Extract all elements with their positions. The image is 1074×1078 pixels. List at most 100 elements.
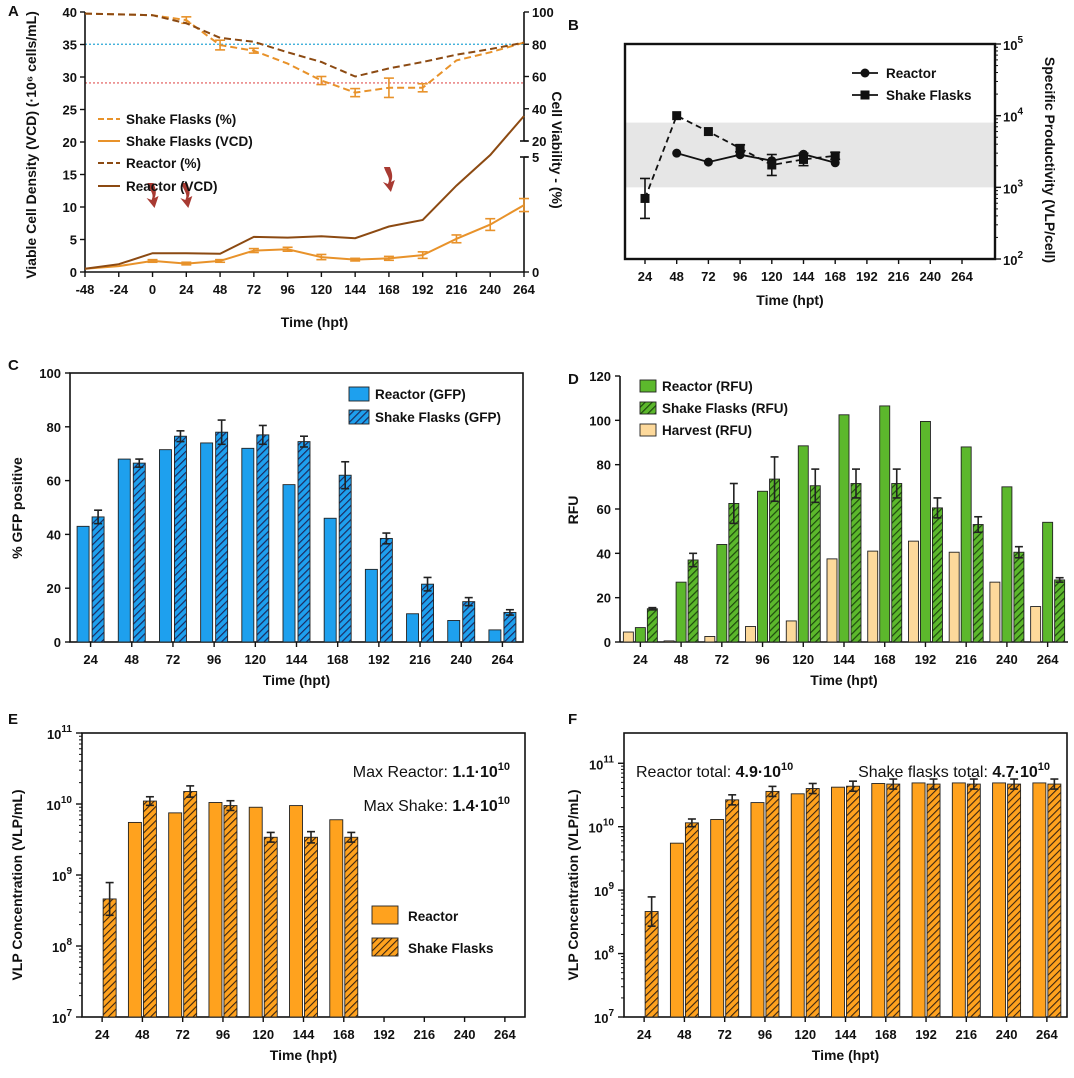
y2-axis-title: Specific Productivity (VLP/cell) xyxy=(1042,57,1058,263)
x-tick-label: 120 xyxy=(244,652,266,667)
legend-swatch xyxy=(371,937,399,957)
y-axis-title: VLP Concentration (VLP/mL) xyxy=(9,789,25,980)
x-tick-label: 144 xyxy=(344,282,366,297)
bar-shake-flasks-rfu- xyxy=(646,608,658,643)
legend-label: Reactor xyxy=(886,66,937,81)
legend-label: Reactor (GFP) xyxy=(375,387,466,402)
panel-label-b: B xyxy=(568,17,579,34)
bar-reactor-rfu- xyxy=(716,544,728,643)
x-tick-label: 168 xyxy=(327,652,349,667)
legend-swatch xyxy=(639,423,657,437)
y-tick-label: 109 xyxy=(52,866,72,884)
bar-shake-flasks-gfp- xyxy=(256,434,270,643)
x-tick-label: 72 xyxy=(247,282,261,297)
bar-shake-flasks-gfp- xyxy=(215,431,229,643)
legend-swatch xyxy=(639,379,657,393)
bar-shake-flasks xyxy=(846,785,860,1018)
data-point-shake-flasks xyxy=(830,151,840,161)
arrow-marker xyxy=(180,183,193,208)
bar-harvest-rfu- xyxy=(785,620,797,643)
bar-harvest-rfu- xyxy=(867,550,879,643)
x-tick-label: 168 xyxy=(333,1027,355,1042)
bar-shake-flasks-rfu- xyxy=(1013,551,1025,643)
data-point-reactor xyxy=(703,157,713,167)
x-tick-label: 192 xyxy=(856,269,878,284)
series-line-2 xyxy=(84,12,525,78)
panel-label-d: D xyxy=(568,371,579,388)
y-tick-label: 40 xyxy=(47,527,61,542)
legend-label: Reactor (%) xyxy=(126,156,201,171)
x-tick-label: 72 xyxy=(701,269,715,284)
bar-reactor-gfp- xyxy=(447,620,461,643)
bar-shake-flasks-gfp- xyxy=(462,601,476,643)
x-tick-label: 240 xyxy=(454,1027,476,1042)
x-tick-label: 72 xyxy=(166,652,180,667)
annotation-1: Max Shake: 1.4·1010 xyxy=(363,795,510,815)
y-tick-label: 0 xyxy=(70,265,77,280)
y-tick-label: 60 xyxy=(597,502,611,517)
legend-swatch xyxy=(639,401,657,415)
plot-frame xyxy=(623,42,997,261)
y-tick-label: 20 xyxy=(47,581,61,596)
x-axis-title: Time (hpt) xyxy=(812,1047,879,1063)
shaded-band xyxy=(625,122,995,188)
y-tick-label: 20 xyxy=(597,591,611,606)
y2-tick-label: 0 xyxy=(532,265,539,280)
y-tick-label: 30 xyxy=(63,70,77,85)
x-tick-label: 144 xyxy=(833,652,855,667)
x-tick-label: 0 xyxy=(149,282,156,297)
x-tick-label: 168 xyxy=(875,1027,897,1042)
x-tick-label: 240 xyxy=(996,1027,1018,1042)
x-tick-label: 144 xyxy=(286,652,308,667)
panel-label-f: F xyxy=(568,711,577,728)
x-tick-label: 96 xyxy=(755,652,769,667)
x-tick-label: 24 xyxy=(83,652,98,667)
x-tick-label: 24 xyxy=(637,1027,652,1042)
bar-reactor xyxy=(669,842,684,1018)
panel-f: 24 48 72 96 120 144 168 192 216 240 264 Time (hpt) 1… xyxy=(565,732,1068,1063)
x-tick-label: 72 xyxy=(717,1027,731,1042)
x-tick-label: 192 xyxy=(915,652,937,667)
x-tick-label: 24 xyxy=(633,652,648,667)
x-tick-label: 24 xyxy=(95,1027,110,1042)
bar-reactor-rfu- xyxy=(1042,521,1054,643)
bar-reactor-gfp- xyxy=(406,613,419,643)
bar-reactor xyxy=(951,782,966,1018)
bar-reactor-rfu- xyxy=(920,420,931,643)
x-tick-label: 192 xyxy=(412,282,434,297)
y2-tick-label: 20 xyxy=(532,134,546,149)
y-tick-label: 60 xyxy=(47,474,61,489)
bar-shake-flasks xyxy=(1007,783,1022,1018)
bar-shake-flasks-gfp- xyxy=(132,462,146,643)
bar-reactor xyxy=(208,802,223,1018)
bar-harvest-rfu- xyxy=(745,626,756,643)
x-tick-label: 240 xyxy=(996,652,1018,667)
y-tick-label: 105 xyxy=(1003,35,1023,53)
legend-label: Shake Flasks xyxy=(408,941,494,956)
bar-shake-flasks-rfu- xyxy=(1054,579,1066,643)
x-axis-title: Time (hpt) xyxy=(756,292,823,308)
series-line-3 xyxy=(84,115,525,270)
x-tick-label: 96 xyxy=(207,652,221,667)
x-tick-label: 72 xyxy=(715,652,729,667)
series-line-1 xyxy=(84,204,525,270)
x-tick-label: 120 xyxy=(252,1027,274,1042)
x-tick-label: 120 xyxy=(794,1027,816,1042)
panel-label-c: C xyxy=(8,357,19,374)
panel-label-a: A xyxy=(8,3,19,20)
bar-reactor-gfp- xyxy=(76,525,90,643)
x-tick-label: 48 xyxy=(135,1027,149,1042)
y-tick-label: 25 xyxy=(63,103,77,118)
y2-tick-label: 60 xyxy=(532,70,546,85)
bar-reactor-gfp- xyxy=(488,629,502,643)
x-tick-label: 48 xyxy=(125,652,139,667)
series-line-0 xyxy=(676,152,836,164)
x-tick-label: 216 xyxy=(409,652,431,667)
bar-shake-flasks xyxy=(644,911,659,1018)
bar-reactor xyxy=(750,802,765,1018)
bar-shake-flasks-gfp- xyxy=(338,474,352,643)
data-point-shake-flasks xyxy=(735,143,745,153)
bar-shake-flasks xyxy=(765,790,780,1018)
bar-shake-flasks-rfu- xyxy=(687,559,699,643)
